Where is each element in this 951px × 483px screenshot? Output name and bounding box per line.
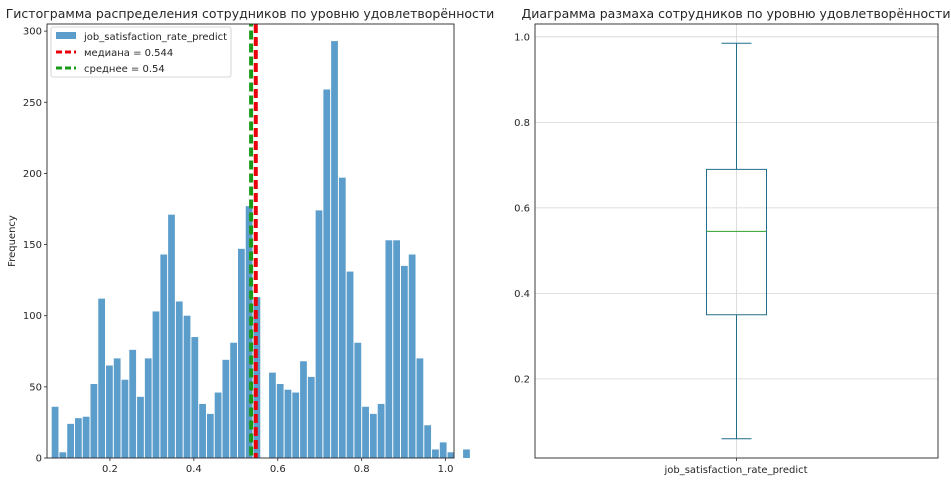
histogram-bar	[59, 452, 67, 458]
histogram-bar	[377, 403, 385, 458]
y-tick-label: 200	[23, 169, 42, 180]
y-tick-label: 100	[23, 311, 42, 322]
legend-label-histogram: job_satisfaction_rate_predict	[83, 32, 227, 43]
x-tick-label: 0.2	[102, 464, 118, 475]
histogram-bar	[222, 359, 230, 458]
histogram-bar	[307, 376, 315, 458]
y-tick-label: 150	[23, 240, 42, 251]
histogram-y-ticks: 0 50 100 150 200 250 300	[23, 27, 47, 465]
histogram-bar	[346, 271, 354, 458]
histogram-bar	[284, 389, 292, 458]
histogram-bar	[144, 358, 152, 458]
histogram-bar	[152, 311, 160, 458]
boxplot-elements	[706, 42, 767, 461]
y-tick-label: 0	[36, 454, 42, 465]
histogram-x-ticks: 0.2 0.4 0.6 0.8 1.0	[102, 458, 454, 475]
histogram-bar	[106, 365, 113, 458]
histogram-bar	[331, 41, 338, 458]
histogram-bar	[300, 361, 307, 458]
histogram-bar	[369, 413, 377, 458]
y-tick-label: 250	[23, 98, 42, 109]
histogram-title: Гистограмма распределения сотрудников по…	[6, 6, 495, 21]
histogram-bar	[447, 452, 455, 458]
histogram-bar	[137, 396, 144, 458]
histogram-chart: Гистограмма распределения сотрудников по…	[6, 6, 495, 475]
legend-swatch-histogram	[56, 32, 76, 39]
histogram-bar	[183, 315, 191, 458]
boxplot-category-label: job_satisfaction_rate_predict	[663, 465, 807, 476]
y-tick-label: 50	[29, 382, 42, 393]
histogram-bar	[98, 298, 106, 458]
histogram-bar	[175, 301, 183, 458]
histogram-bar	[74, 418, 82, 458]
legend-box	[50, 26, 232, 78]
histogram-bar	[276, 384, 284, 458]
box	[706, 168, 767, 316]
boxplot-title: Диаграмма размаха сотрудников по уровню …	[522, 6, 951, 21]
y-tick-label: 1.0	[514, 32, 530, 43]
histogram-bar	[401, 265, 408, 458]
histogram-bar	[385, 240, 393, 458]
histogram-bar	[214, 392, 222, 458]
histogram-legend: job_satisfaction_rate_predict медиана = …	[50, 26, 232, 78]
boxplot-frame	[534, 23, 939, 459]
histogram-bar	[206, 413, 214, 458]
histogram-bar	[199, 403, 206, 458]
y-tick-label: 0.2	[514, 374, 530, 385]
histogram-bar	[129, 349, 137, 458]
y-tick-label: 0.6	[514, 203, 530, 214]
x-tick-label: 0.6	[270, 464, 286, 475]
histogram-bar	[362, 406, 369, 458]
histogram-bar	[67, 423, 74, 458]
histogram-bar	[338, 177, 346, 458]
histogram-frame	[46, 23, 455, 459]
histogram-bar	[292, 392, 300, 458]
histogram-bar	[315, 210, 323, 458]
histogram-bar	[191, 337, 199, 458]
histogram-ylabel: Frequency	[7, 215, 18, 267]
histogram-bar	[424, 425, 432, 458]
x-tick-label: 0.8	[354, 464, 370, 475]
histogram-bar	[439, 442, 447, 458]
histogram-bar	[323, 89, 331, 458]
histogram-bar	[82, 416, 90, 458]
legend-label-mean: среднее = 0.54	[84, 64, 165, 75]
histogram-bar	[354, 342, 362, 458]
histogram-bar	[90, 384, 98, 458]
x-tick-label: 0.4	[186, 464, 202, 475]
y-tick-label: 0.8	[514, 118, 530, 129]
histogram-bar	[160, 254, 168, 458]
histogram-bar	[168, 214, 175, 458]
histogram-bar	[393, 240, 401, 458]
boxplot-chart: Диаграмма размаха сотрудников по уровню …	[514, 6, 950, 476]
histogram-bar	[230, 342, 237, 458]
histogram-bar	[113, 358, 121, 458]
histogram-bar	[432, 449, 439, 458]
x-tick-label: 1.0	[438, 464, 454, 475]
y-tick-label: 0.4	[514, 289, 530, 300]
histogram-bar	[408, 254, 416, 458]
histogram-bar	[269, 372, 276, 458]
histogram-bar	[237, 248, 245, 458]
y-tick-label: 300	[23, 27, 42, 38]
histogram-bar	[416, 358, 424, 458]
legend-label-median: медиана = 0.544	[84, 48, 173, 59]
histogram-reference-lines	[249, 24, 258, 458]
histogram-bar	[463, 449, 470, 458]
histogram-bar	[121, 379, 129, 458]
histogram-bar	[51, 406, 59, 458]
boxplot-y-ticks: 0.2 0.4 0.6 0.8 1.0	[514, 32, 530, 385]
